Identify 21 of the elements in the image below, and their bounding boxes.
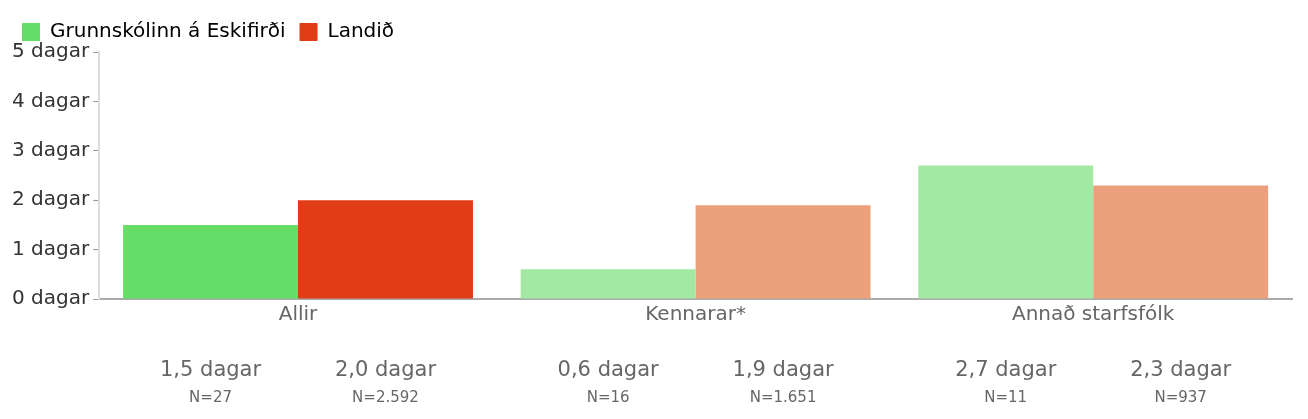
x-tick-label: Allir bbox=[278, 301, 319, 326]
bar bbox=[695, 205, 871, 299]
bar bbox=[123, 224, 299, 299]
bar bbox=[918, 165, 1094, 299]
data-label: 1,5 dagar N=27 bbox=[159, 357, 262, 406]
data-label: 1,9 dagar N=1.651 bbox=[732, 357, 834, 406]
y-tick-label: 2 dagar bbox=[11, 186, 90, 211]
data-label: 2,3 dagar N=937 bbox=[1130, 357, 1232, 406]
data-label: 2,0 dagar N=2.592 bbox=[334, 357, 437, 406]
y-tick-label: 4 dagar bbox=[11, 87, 90, 112]
y-tick-label: 1 dagar bbox=[11, 235, 90, 260]
x-tick-label: Kennarar* bbox=[645, 301, 746, 326]
bar bbox=[298, 200, 473, 299]
x-tick-label: Annað starfsfólk bbox=[1011, 301, 1175, 326]
y-tick-label: 3 dagar bbox=[11, 137, 90, 161]
bar bbox=[1093, 185, 1269, 299]
data-label: 0,6 dagar N=16 bbox=[557, 357, 660, 406]
y-tick-label: 0 dagar bbox=[11, 285, 90, 310]
legend-label: Landið bbox=[327, 18, 395, 43]
bar bbox=[520, 269, 696, 299]
data-label: 2,7 dagar N=11 bbox=[955, 357, 1057, 406]
